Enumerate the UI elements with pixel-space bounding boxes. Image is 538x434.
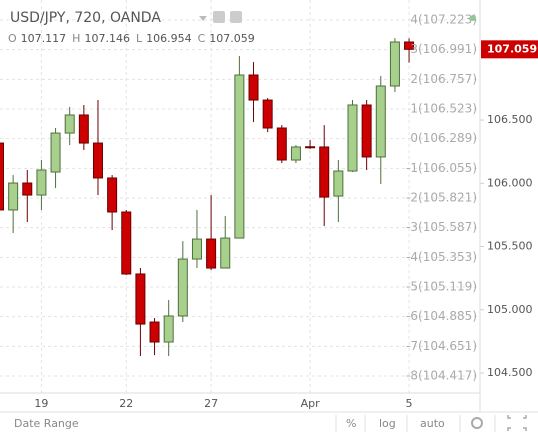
labels: 106.500 106.000 105.500 105.000 104.500 4(107… [34,12,538,410]
candle-body [135,273,146,325]
candle-body [121,211,132,275]
candle-body [107,177,118,213]
candle-body [248,74,259,101]
dropdown-icon[interactable] [199,16,207,21]
candle-body [163,315,174,343]
candle-body [375,85,386,158]
symbol-title[interactable]: USD/JPY, 720, OANDA [10,10,161,26]
candle-body [50,132,61,173]
x-tick-label: 27 [204,397,218,410]
y2-tick-label: -4(105.353) [406,250,477,264]
ohlc-key: L [136,32,143,45]
close-icon[interactable] [230,11,242,23]
y2-tick-label: -3(105.587) [406,220,477,234]
y2-tick-label: -2(105.821) [406,190,477,204]
candle-body [22,182,33,196]
y2-tick-label: -6(104.885) [406,309,477,323]
settings-gear[interactable] [471,417,483,429]
candle-body [333,170,344,197]
ohlc-value: 106.954 [146,32,192,45]
candle-body [319,146,330,198]
x-tick-label: 22 [119,397,133,410]
ohlc-value: 107.059 [209,32,255,45]
candle-body [92,142,103,179]
candle-body [191,238,202,260]
y2-tick-label: 0(106.289) [410,131,477,145]
candle-body [276,127,287,161]
ohlc-legend: O 107.117 H 107.146 L 106.954 C 107.059 [8,32,255,45]
ohlc-key: C [198,32,206,45]
ohlc-value: 107.117 [21,32,67,45]
toolbar [0,412,538,434]
x-tick-label: 19 [34,397,48,410]
y2-tick-label: -5(105.119) [406,279,477,293]
candle-body [149,321,160,343]
y-tick-label: 104.500 [487,366,533,379]
candle-body [305,146,316,149]
y2-tick-label: 1(106.523) [410,101,477,115]
log-button[interactable]: log [379,417,396,430]
y2-tick-label: -7(104.651) [406,339,477,353]
candle-body [347,104,358,172]
y2-tick-label: 2(106.757) [410,72,477,86]
last-price-tag [481,40,538,59]
fullscreen-icon[interactable] [507,415,527,431]
y-tick-label: 105.500 [487,240,533,253]
y-tick-label: 105.000 [487,303,533,316]
y2-tick-label: -8(104.417) [406,369,477,383]
y2-tick-label: 3(106.991) [410,42,477,56]
candle-body [36,169,47,196]
candles [0,38,415,357]
candle-body [0,142,4,211]
candle-body [389,41,400,87]
date-range-button[interactable]: Date Range [14,417,79,430]
candle-body [64,114,75,134]
last-price-label: 107.059 [487,42,537,55]
candle-body [8,182,19,211]
auto-button[interactable]: auto [420,417,445,430]
settings-icon[interactable] [213,11,225,23]
candle-body [404,41,415,50]
ohlc-key: O [8,32,17,45]
candle-body [234,74,245,239]
y2-tick-label: -1(106.055) [406,161,477,175]
candle-body [361,104,372,158]
ohlc-key: H [72,32,80,45]
candle-body [177,258,188,317]
x-tick-label: Apr [301,397,321,410]
x-tick-label: 5 [406,397,413,410]
y2-tick-label: 4(107.223) [410,12,477,26]
y-tick-label: 106.500 [487,113,533,126]
candle-body [78,114,89,144]
candle-body [290,146,301,161]
percent-button[interactable]: % [346,417,356,430]
candle-body [262,99,273,129]
ohlc-value: 107.146 [84,32,130,45]
status-dot [470,15,476,21]
candle-body [206,238,217,269]
y-tick-label: 106.000 [487,176,533,189]
candle-body [220,237,231,269]
